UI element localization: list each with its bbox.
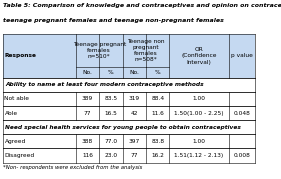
Text: OR
(Confidence
Interval): OR (Confidence Interval) <box>181 47 217 65</box>
Text: Agreed: Agreed <box>4 139 26 144</box>
Text: Teenage pregnant
females
n=510*: Teenage pregnant females n=510* <box>72 42 126 59</box>
Text: 23.0: 23.0 <box>104 153 117 158</box>
Text: 397: 397 <box>129 139 140 144</box>
Text: 0.048: 0.048 <box>233 111 250 116</box>
Bar <box>3 34 255 78</box>
Text: 77: 77 <box>84 111 91 116</box>
Text: 16.5: 16.5 <box>105 111 117 116</box>
Text: 11.6: 11.6 <box>151 111 164 116</box>
Text: 88.4: 88.4 <box>151 96 164 101</box>
Text: 1.00: 1.00 <box>192 139 205 144</box>
Text: Disagreed: Disagreed <box>4 153 35 158</box>
Text: 1.00: 1.00 <box>192 96 205 101</box>
Text: 319: 319 <box>129 96 140 101</box>
Text: No.: No. <box>129 70 139 75</box>
Text: Not able: Not able <box>4 96 30 101</box>
Text: 83.5: 83.5 <box>104 96 117 101</box>
Text: 16.2: 16.2 <box>151 153 164 158</box>
Text: 0.008: 0.008 <box>233 153 250 158</box>
Text: 388: 388 <box>82 139 93 144</box>
Text: 116: 116 <box>82 153 93 158</box>
Text: *Non- respondents were excluded from the analysis: *Non- respondents were excluded from the… <box>3 165 142 170</box>
Text: 1.50(1.00 - 2.25): 1.50(1.00 - 2.25) <box>174 111 224 116</box>
Text: 77.0: 77.0 <box>104 139 117 144</box>
Text: Ability to name at least four modern contraceptive methods: Ability to name at least four modern con… <box>5 82 204 87</box>
Text: 83.8: 83.8 <box>151 139 164 144</box>
Text: Able: Able <box>4 111 18 116</box>
Text: No.: No. <box>83 70 92 75</box>
Text: 77: 77 <box>131 153 138 158</box>
Text: teenage pregnant females and teenage non-pregnant females: teenage pregnant females and teenage non… <box>3 18 224 23</box>
Text: 389: 389 <box>82 96 93 101</box>
Text: %: % <box>108 70 114 75</box>
Text: Table 5: Comparison of knowledge and contraceptives and opinion on contraceptive: Table 5: Comparison of knowledge and con… <box>3 3 281 8</box>
Text: p value: p value <box>231 53 253 58</box>
Text: Response: Response <box>4 53 37 58</box>
Text: Need special health services for young people to obtain contraceptives: Need special health services for young p… <box>5 125 241 130</box>
Text: %: % <box>155 70 160 75</box>
Text: 42: 42 <box>131 111 138 116</box>
Text: 1.51(1.12 - 2.13): 1.51(1.12 - 2.13) <box>175 153 224 158</box>
Text: Teenage non
pregnant
females
n=508*: Teenage non pregnant females n=508* <box>127 39 165 62</box>
